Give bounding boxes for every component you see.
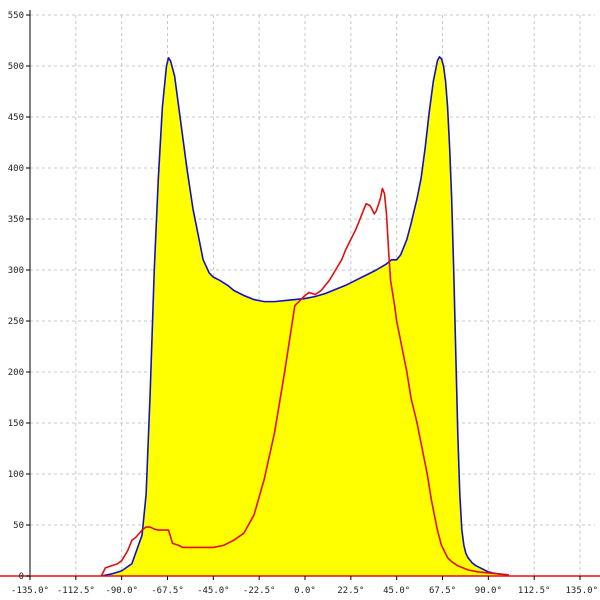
- x-tick-label: 45.0°: [383, 586, 410, 596]
- x-tick-label: 22.5°: [337, 586, 364, 596]
- axes: [0, 10, 600, 580]
- x-tick-label: -22.5°: [243, 586, 276, 596]
- tick-labels: 0 50 100 150 200 250 300 350 400 450 500 550 -135.0°…: [8, 11, 598, 596]
- x-tick-label: 0.0°: [294, 586, 316, 596]
- series-layer: [100, 56, 509, 577]
- series-line-2: [100, 187, 509, 577]
- x-tick-label: 67.5°: [429, 586, 456, 596]
- series-line-1: [101, 56, 509, 577]
- y-tick-label: 350: [8, 215, 24, 225]
- x-tick-label: -135.0°: [11, 586, 49, 596]
- y-tick-label: 200: [8, 368, 24, 378]
- y-tick-label: 450: [8, 113, 24, 123]
- x-tick-label: -112.5°: [57, 586, 95, 596]
- y-tick-label: 550: [8, 11, 24, 21]
- y-tick-label: 100: [8, 470, 24, 480]
- y-tick-label: 250: [8, 317, 24, 327]
- x-tick-label: -67.5°: [151, 586, 184, 596]
- y-tick-label: 500: [8, 62, 24, 72]
- x-tick-label: 90.0°: [475, 586, 502, 596]
- y-tick-label: 50: [13, 521, 24, 531]
- series-area-1: [101, 56, 509, 576]
- y-tick-label: 400: [8, 164, 24, 174]
- x-tick-label: -90.0°: [105, 586, 138, 596]
- x-tick-label: 135.0°: [565, 586, 598, 596]
- y-tick-label: 150: [8, 419, 24, 429]
- x-tick-label: 112.5°: [518, 586, 551, 596]
- y-tick-label: 300: [8, 266, 24, 276]
- x-tick-label: -45.0°: [197, 586, 230, 596]
- y-tick-label: 0: [19, 572, 24, 582]
